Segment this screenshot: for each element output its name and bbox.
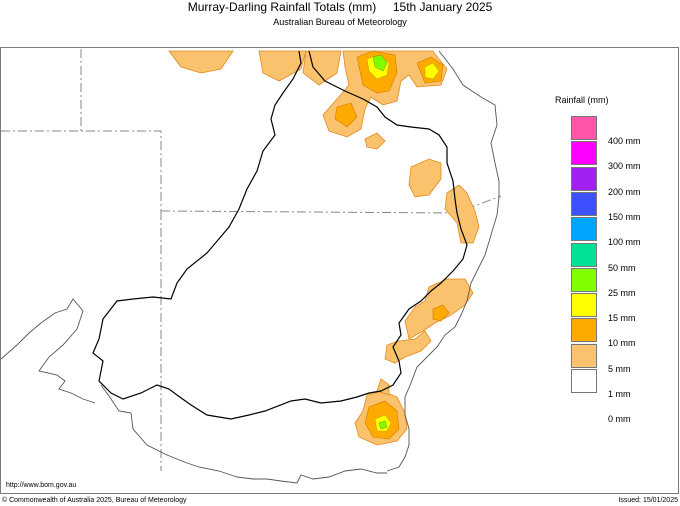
- rain-area-5mm: [334, 102, 358, 128]
- issued-date: Issued: 15/01/2025: [618, 497, 678, 504]
- legend-swatch: [571, 318, 597, 343]
- source-url: http://www.bom.gov.au: [6, 482, 77, 489]
- coastline-east: [386, 50, 500, 472]
- legend-swatch: [571, 369, 597, 393]
- rain-area-1mm: [302, 50, 342, 86]
- legend-label: 0 mm: [608, 414, 631, 425]
- legend-label: 10 mm: [608, 338, 636, 349]
- legend-label: 5 mm: [608, 363, 631, 374]
- map-subtitle: Australian Bureau of Meteorology: [273, 17, 407, 27]
- legend-swatch: [571, 217, 597, 242]
- coastline-south: [100, 384, 387, 484]
- rain-area-1mm: [444, 184, 480, 244]
- legend-label: 25 mm: [608, 287, 636, 298]
- legend-label: 150 mm: [608, 211, 641, 222]
- rain-area-1mm: [258, 50, 307, 82]
- legend-swatch: [571, 293, 597, 318]
- legend-swatch: [571, 191, 597, 216]
- rain-area-1mm: [168, 50, 234, 74]
- rain-area-1mm: [364, 132, 386, 150]
- legend-label: 1 mm: [608, 389, 631, 399]
- legend-label: 100 mm: [608, 237, 641, 248]
- basin-boundary: [92, 50, 468, 420]
- legend-label: 200 mm: [608, 186, 641, 197]
- legend-label: 400 mm: [608, 136, 641, 146]
- legend-swatch: [571, 267, 597, 292]
- legend-swatch: [571, 141, 597, 166]
- legend-swatch: [571, 166, 597, 191]
- rain-area-5mm: [432, 304, 450, 322]
- rain-area-15mm: [378, 420, 388, 430]
- basin-map-svg: [1, 49, 502, 484]
- legend-label: 50 mm: [608, 262, 636, 273]
- legend-title: Rainfall (mm): [555, 95, 609, 105]
- coastline-sa: [1, 298, 96, 404]
- state-border-qld-sa: [1, 130, 162, 211]
- legend-swatch: [571, 343, 597, 368]
- rainfall-map: [0, 47, 679, 494]
- rain-area-1mm: [408, 158, 442, 198]
- legend-label: 15 mm: [608, 313, 636, 324]
- legend-swatch: [571, 242, 597, 267]
- legend-swatch: [571, 116, 597, 140]
- legend-label: 300 mm: [608, 161, 641, 172]
- map-title: Murray-Darling Rainfall Totals (mm) 15th…: [187, 0, 493, 14]
- rain-area-10mm: [424, 62, 440, 80]
- copyright-notice: © Commonwealth of Australia 2025, Bureau…: [2, 497, 187, 504]
- rain-area-15mm: [372, 54, 388, 72]
